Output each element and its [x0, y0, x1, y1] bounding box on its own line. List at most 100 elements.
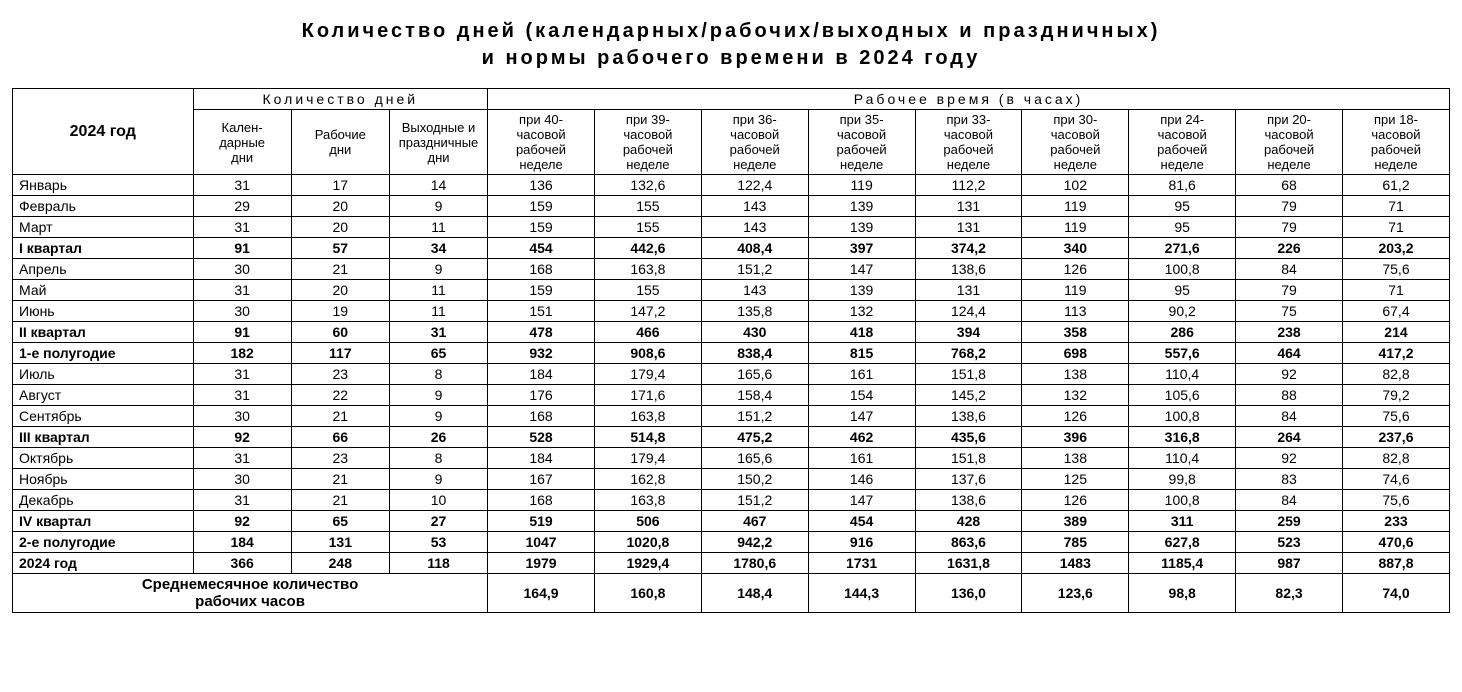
cell: 139: [808, 280, 915, 301]
cell: 627,8: [1129, 532, 1236, 553]
cell: 316,8: [1129, 427, 1236, 448]
cell: 112,2: [915, 175, 1022, 196]
row-label: Июль: [13, 364, 194, 385]
cell: 27: [389, 511, 487, 532]
cell: 908,6: [594, 343, 701, 364]
cell: 163,8: [594, 490, 701, 511]
cell: 29: [193, 196, 291, 217]
row-label: Июнь: [13, 301, 194, 322]
cell: 942,2: [701, 532, 808, 553]
cell: 165,6: [701, 448, 808, 469]
cell: 91: [193, 238, 291, 259]
cell: 74,0: [1342, 574, 1449, 613]
cell: 454: [808, 511, 915, 532]
table-row: 2024 год36624811819791929,41780,61731163…: [13, 553, 1450, 574]
table-body: Январь311714136132,6122,4119112,210281,6…: [13, 175, 1450, 613]
cell: 417,2: [1342, 343, 1449, 364]
cell: 79: [1236, 280, 1343, 301]
cell: 475,2: [701, 427, 808, 448]
cell: 10: [389, 490, 487, 511]
col-hours-36: при 36-часовойрабочейнеделе: [701, 110, 808, 175]
cell: 75: [1236, 301, 1343, 322]
cell: 92: [193, 511, 291, 532]
cell: 454: [488, 238, 595, 259]
cell: 100,8: [1129, 490, 1236, 511]
cell: 139: [808, 217, 915, 238]
cell: 397: [808, 238, 915, 259]
cell: 119: [1022, 196, 1129, 217]
cell: 151,2: [701, 259, 808, 280]
col-hours-33: при 33-часовойрабочейнеделе: [915, 110, 1022, 175]
cell: 136,0: [915, 574, 1022, 613]
table-row: Январь311714136132,6122,4119112,210281,6…: [13, 175, 1450, 196]
cell: 838,4: [701, 343, 808, 364]
cell: 95: [1129, 217, 1236, 238]
cell: 863,6: [915, 532, 1022, 553]
col-group-hours: Рабочее время (в часах): [488, 89, 1450, 110]
cell: 82,8: [1342, 364, 1449, 385]
cell: 150,2: [701, 469, 808, 490]
cell: 168: [488, 259, 595, 280]
cell: 14: [389, 175, 487, 196]
cell: 470,6: [1342, 532, 1449, 553]
cell: 144,3: [808, 574, 915, 613]
cell: 179,4: [594, 364, 701, 385]
row-label: III квартал: [13, 427, 194, 448]
cell: 311: [1129, 511, 1236, 532]
cell: 519: [488, 511, 595, 532]
cell: 118: [389, 553, 487, 574]
cell: 22: [291, 385, 389, 406]
cell: 167: [488, 469, 595, 490]
cell: 147: [808, 259, 915, 280]
cell: 248: [291, 553, 389, 574]
cell: 264: [1236, 427, 1343, 448]
cell: 165,6: [701, 364, 808, 385]
cell: 184: [193, 532, 291, 553]
cell: 408,4: [701, 238, 808, 259]
cell: 23: [291, 448, 389, 469]
page-title-line2: и нормы рабочего времени в 2024 году: [12, 47, 1450, 70]
table-row: 2-е полугодие1841315310471020,8942,29168…: [13, 532, 1450, 553]
cell: 19: [291, 301, 389, 322]
cell: 119: [808, 175, 915, 196]
row-label: I квартал: [13, 238, 194, 259]
cell: 98,8: [1129, 574, 1236, 613]
cell: 9: [389, 406, 487, 427]
cell: 396: [1022, 427, 1129, 448]
cell: 1047: [488, 532, 595, 553]
col-holiday-days: Выходные ипраздничныедни: [389, 110, 487, 175]
cell: 53: [389, 532, 487, 553]
cell: 131: [915, 280, 1022, 301]
cell: 84: [1236, 259, 1343, 280]
cell: 95: [1129, 280, 1236, 301]
cell: 21: [291, 259, 389, 280]
cell: 90,2: [1129, 301, 1236, 322]
cell: 30: [193, 301, 291, 322]
row-label: Январь: [13, 175, 194, 196]
cell: 435,6: [915, 427, 1022, 448]
row-label: Апрель: [13, 259, 194, 280]
cell: 138,6: [915, 490, 1022, 511]
cell: 1631,8: [915, 553, 1022, 574]
cell: 785: [1022, 532, 1129, 553]
cell: 65: [291, 511, 389, 532]
cell: 75,6: [1342, 406, 1449, 427]
cell: 1929,4: [594, 553, 701, 574]
cell: 84: [1236, 406, 1343, 427]
cell: 66: [291, 427, 389, 448]
cell: 467: [701, 511, 808, 532]
cell: 159: [488, 196, 595, 217]
cell: 75,6: [1342, 490, 1449, 511]
cell: 145,2: [915, 385, 1022, 406]
cell: 139: [808, 196, 915, 217]
table-row: Март312011159155143139131119957971: [13, 217, 1450, 238]
cell: 184: [488, 364, 595, 385]
cell: 176: [488, 385, 595, 406]
cell: 135,8: [701, 301, 808, 322]
cell: 125: [1022, 469, 1129, 490]
cell: 162,8: [594, 469, 701, 490]
cell: 21: [291, 490, 389, 511]
cell: 506: [594, 511, 701, 532]
cell: 528: [488, 427, 595, 448]
cell: 815: [808, 343, 915, 364]
